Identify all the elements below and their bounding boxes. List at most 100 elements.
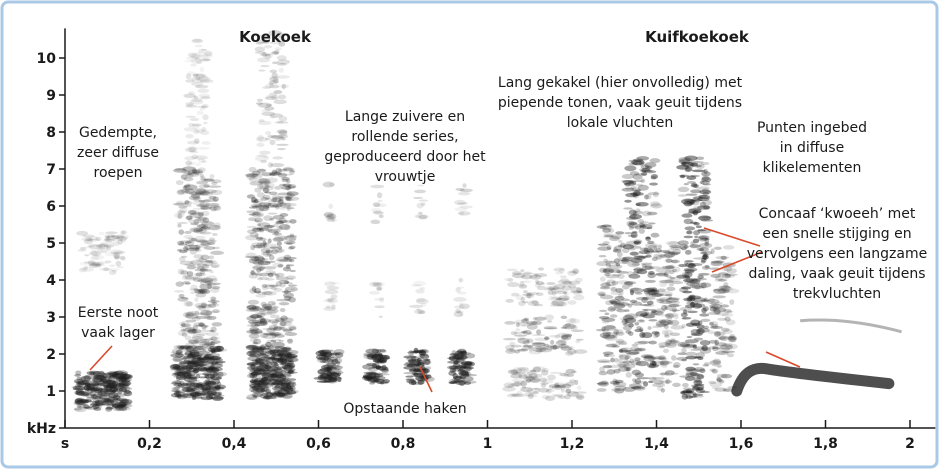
- spectral-energy: [267, 162, 274, 168]
- spectral-energy: [186, 265, 197, 270]
- spectral-energy: [207, 185, 222, 188]
- spectral-energy: [255, 294, 267, 298]
- spectral-energy: [657, 244, 663, 249]
- spectral-energy: [195, 85, 202, 88]
- spectral-energy: [603, 353, 610, 357]
- spectral-energy: [693, 377, 702, 383]
- spectral-energy: [88, 244, 98, 248]
- spectral-energy: [712, 295, 726, 299]
- spectral-energy: [194, 310, 200, 316]
- spectral-energy: [280, 360, 288, 364]
- spectral-energy: [252, 379, 264, 385]
- spectral-energy: [101, 388, 113, 391]
- spectral-energy: [186, 387, 194, 392]
- spectral-energy: [188, 91, 195, 95]
- spectral-energy: [108, 395, 121, 398]
- spectral-energy: [120, 373, 133, 380]
- spectral-energy: [192, 227, 204, 233]
- spectral-energy: [681, 198, 695, 205]
- spectral-energy: [111, 403, 125, 409]
- spectral-energy: [270, 135, 284, 139]
- spectral-energy: [118, 376, 127, 380]
- spectral-energy: [702, 183, 712, 186]
- spectral-energy: [92, 400, 97, 404]
- spectral-energy: [192, 357, 204, 361]
- spectral-energy: [107, 234, 115, 238]
- spectral-energy: [270, 397, 278, 400]
- spectral-energy: [185, 172, 200, 178]
- spectral-energy: [683, 309, 688, 315]
- spectral-energy: [203, 343, 215, 346]
- spectral-energy: [336, 361, 341, 365]
- spectral-energy: [120, 380, 125, 385]
- spectral-energy: [210, 299, 216, 304]
- spectral-energy: [277, 120, 284, 124]
- spectral-energy: [181, 382, 189, 387]
- spectral-energy: [258, 272, 270, 277]
- spectral-energy: [255, 359, 265, 365]
- spectral-energy: [280, 186, 292, 190]
- spectral-energy: [326, 366, 332, 373]
- spectral-energy: [205, 275, 217, 281]
- spectral-energy: [74, 392, 85, 395]
- spectral-energy: [192, 324, 198, 331]
- spectral-energy: [257, 291, 267, 296]
- spectral-energy: [615, 338, 625, 344]
- spectral-energy: [641, 332, 653, 339]
- spectral-energy: [108, 270, 117, 276]
- spectral-energy: [200, 270, 205, 275]
- x-tick-label: 0,4: [222, 436, 247, 452]
- spectral-energy: [193, 188, 207, 195]
- spectral-energy: [106, 403, 117, 410]
- spectral-energy: [196, 357, 203, 361]
- spectral-energy: [264, 278, 275, 281]
- spectral-energy: [515, 328, 520, 331]
- spectral-energy: [206, 367, 220, 372]
- spectral-energy: [95, 373, 104, 379]
- spectral-energy: [80, 392, 92, 396]
- spectral-energy: [187, 209, 197, 215]
- spectral-energy: [249, 378, 258, 384]
- spectral-energy: [277, 358, 290, 362]
- spectral-energy: [263, 181, 270, 185]
- spectral-energy: [189, 349, 199, 355]
- spectral-energy: [699, 247, 704, 252]
- spectral-energy: [274, 346, 284, 350]
- spectral-energy: [175, 391, 186, 397]
- spectral-energy: [204, 311, 209, 314]
- spectral-energy: [174, 371, 187, 376]
- spectral-energy: [79, 261, 93, 266]
- spectral-energy: [521, 386, 527, 389]
- spectral-energy: [257, 368, 264, 372]
- spectral-energy: [512, 271, 522, 276]
- spectral-energy: [290, 170, 296, 173]
- spectral-energy: [195, 305, 206, 309]
- spectral-energy: [208, 206, 218, 211]
- spectral-energy: [702, 265, 711, 270]
- spectral-energy: [199, 281, 205, 286]
- spectral-energy: [634, 347, 646, 352]
- spectral-energy: [265, 53, 273, 58]
- spectral-energy: [416, 309, 424, 314]
- spectral-energy: [183, 376, 198, 383]
- spectral-energy: [262, 367, 277, 373]
- spectral-energy: [202, 114, 209, 121]
- spectral-energy: [275, 276, 290, 281]
- spectral-energy: [257, 178, 271, 184]
- spectral-energy: [686, 310, 698, 314]
- spectral-energy: [713, 330, 721, 337]
- spectral-energy: [116, 404, 127, 408]
- spectral-energy: [197, 304, 212, 309]
- spectral-energy: [273, 99, 287, 105]
- spectral-energy: [457, 369, 465, 373]
- spectral-energy: [281, 290, 292, 293]
- spectral-energy: [257, 273, 262, 277]
- spectral-energy: [185, 345, 195, 352]
- spectral-energy: [192, 200, 205, 206]
- spectral-energy: [268, 254, 275, 261]
- spectral-energy: [116, 377, 127, 380]
- spectral-energy: [189, 210, 200, 215]
- spectral-energy: [269, 77, 279, 82]
- spectral-energy: [281, 361, 286, 366]
- spectral-energy: [97, 397, 109, 403]
